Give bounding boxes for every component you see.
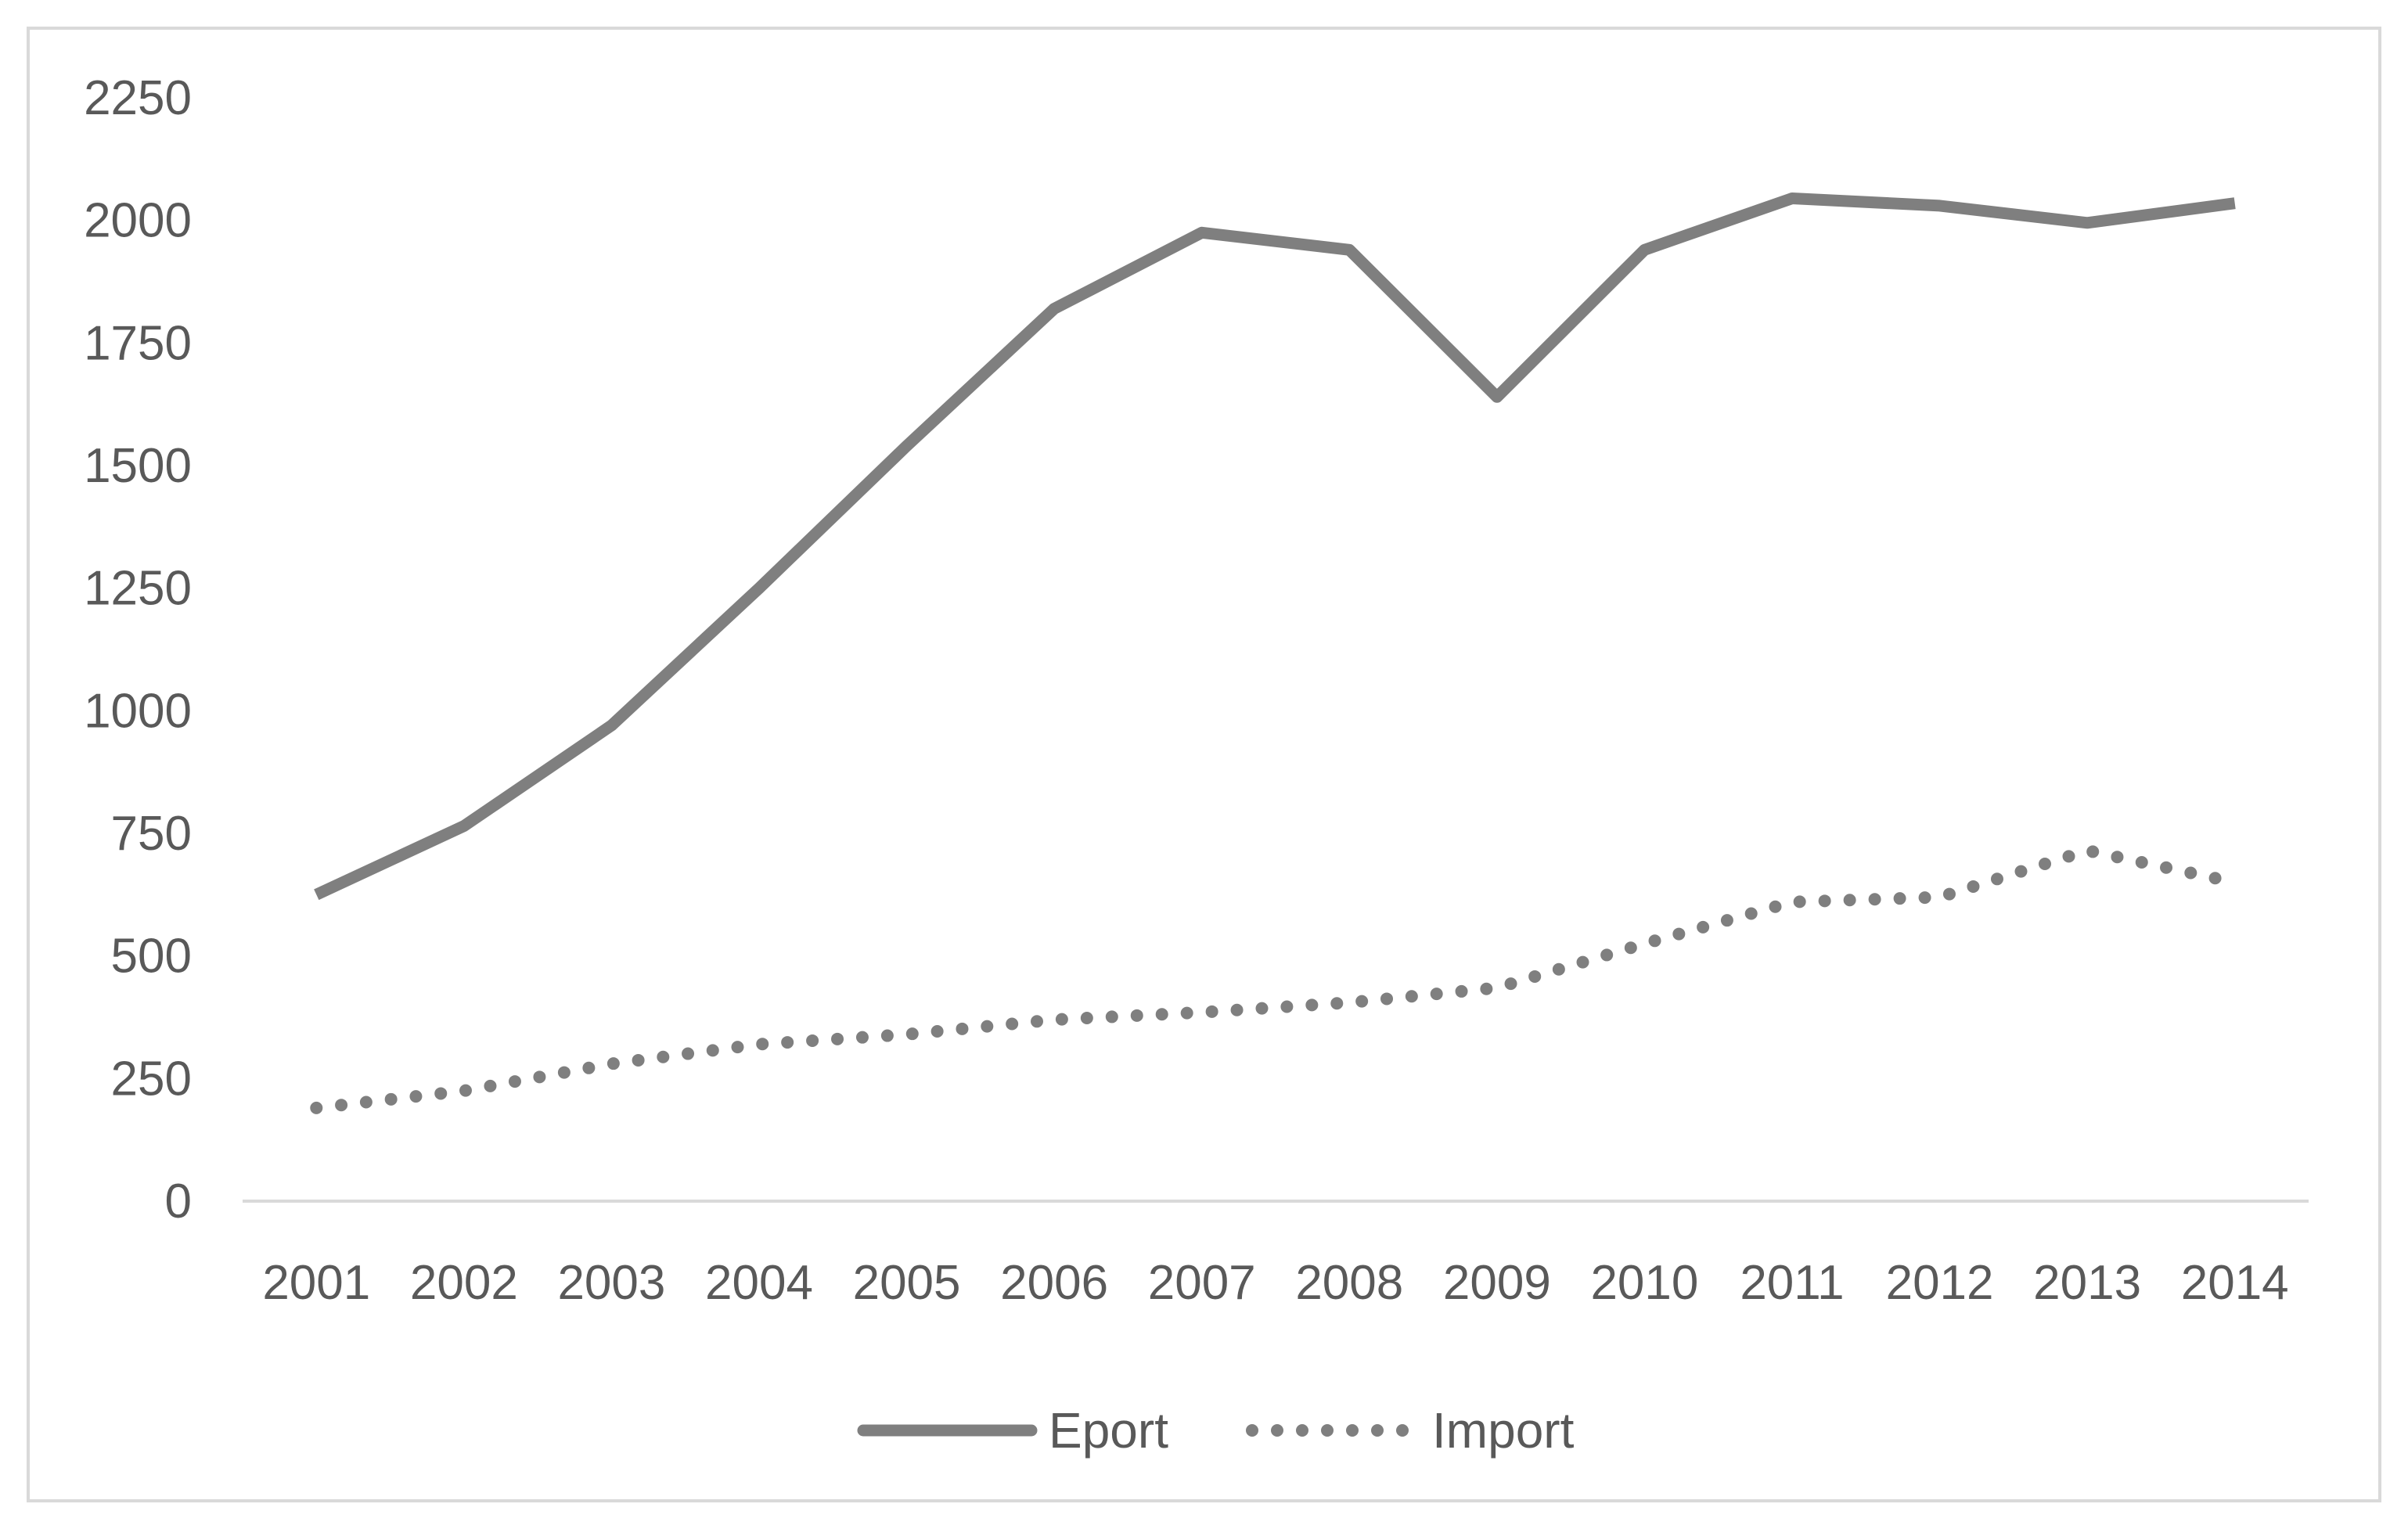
legend-label-eport: Eport — [1049, 1402, 1168, 1459]
data-point-import-2008 — [1349, 1002, 1350, 1003]
y-tick-label: 1500 — [84, 439, 192, 493]
chart-frame — [27, 27, 2381, 1502]
y-tick-label: 2250 — [84, 71, 192, 125]
legend: Eport Import — [857, 1402, 1575, 1459]
y-tick-label: 0 — [165, 1175, 192, 1229]
x-axis-ticks: 2001 2002 2003 2004 2005 2006 2007 2008 2009 2010… — [262, 1256, 2288, 1310]
x-tick-label: 2003 — [557, 1256, 665, 1310]
legend-label-import: Import — [1432, 1402, 1575, 1459]
y-tick-label: 2000 — [84, 194, 192, 248]
data-point-import-2012 — [1939, 897, 1940, 898]
x-tick-label: 2006 — [1000, 1256, 1108, 1310]
data-point-import-2011 — [1792, 901, 1793, 902]
x-tick-label: 2005 — [853, 1256, 961, 1310]
x-tick-label: 2014 — [2181, 1256, 2289, 1310]
y-axis-ticks: 0 250 500 750 1000 1250 1500 1750 2000 2250 — [84, 71, 192, 1229]
x-tick-label: 2008 — [1295, 1256, 1403, 1310]
x-tick-label: 2011 — [1740, 1256, 1844, 1310]
y-tick-label: 1250 — [84, 562, 192, 616]
x-tick-label: 2013 — [2033, 1256, 2141, 1310]
series-line-eport — [314, 192, 2236, 901]
y-tick-label: 1000 — [84, 684, 192, 738]
y-tick-label: 1750 — [84, 316, 192, 370]
x-tick-label: 2004 — [705, 1256, 813, 1310]
data-point-import-2014 — [2234, 882, 2235, 883]
series-line-import — [310, 844, 2241, 1114]
x-tick-label: 2002 — [410, 1256, 518, 1310]
series-layer — [310, 192, 2241, 1114]
x-tick-label: 2007 — [1148, 1256, 1256, 1310]
x-tick-label: 2012 — [1886, 1256, 1994, 1310]
x-tick-label: 2001 — [262, 1256, 370, 1310]
y-tick-label: 750 — [111, 807, 192, 861]
y-tick-label: 250 — [111, 1052, 192, 1106]
data-point-import-2007 — [1201, 1012, 1202, 1013]
x-tick-label: 2010 — [1590, 1256, 1698, 1310]
x-tick-label: 2009 — [1443, 1256, 1551, 1310]
y-tick-label: 500 — [111, 930, 192, 984]
